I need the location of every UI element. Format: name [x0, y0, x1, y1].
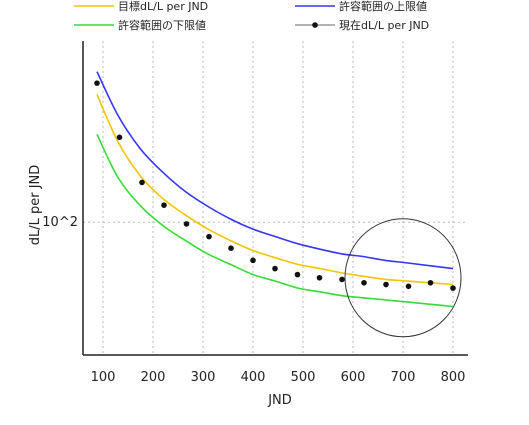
current-series-legend-marker — [312, 22, 318, 28]
series-lines — [96, 71, 454, 308]
data-point — [116, 134, 123, 141]
data-point — [405, 283, 412, 290]
data-point — [427, 279, 434, 286]
tick-labels: 100 200 300 400 500 600 700 800 10^2 — [42, 215, 465, 385]
data-point — [294, 271, 301, 278]
y-axis-title: dL/L per JND — [28, 165, 43, 246]
target-series-line — [96, 94, 454, 286]
lower-limit-series-legend-label: 許容範囲の下限値 — [118, 18, 206, 32]
current-series-legend-label: 現在dL/L per JND — [339, 19, 429, 32]
annotations — [344, 218, 462, 338]
data-point — [139, 179, 145, 186]
x-tick-label: 100 — [91, 370, 116, 385]
lower-limit-series-line — [96, 134, 454, 308]
data-point — [161, 202, 167, 208]
x-tick-label: 500 — [291, 370, 316, 385]
data-point — [383, 281, 389, 288]
data-point — [94, 80, 100, 86]
data-point — [316, 274, 323, 281]
data-point — [450, 285, 456, 291]
data-point — [272, 265, 278, 272]
data-point — [361, 279, 367, 286]
plot-area — [82, 41, 468, 356]
x-tick-label: 700 — [391, 370, 416, 385]
upper-limit-series-line — [96, 71, 454, 270]
data-point — [206, 233, 212, 240]
x-tick-label: 800 — [441, 370, 466, 385]
x-tick-label: 200 — [141, 370, 166, 385]
data-point — [183, 221, 190, 227]
y-tick-label: 10^2 — [42, 215, 78, 230]
axes — [82, 41, 468, 356]
x-axis-title: JND — [267, 393, 292, 408]
data-point — [228, 245, 234, 252]
x-tick-label: 300 — [191, 370, 216, 385]
data-point — [339, 276, 345, 283]
series-points — [94, 80, 456, 291]
x-tick-label: 400 — [241, 370, 266, 385]
grid — [83, 41, 468, 355]
highlight-circle — [344, 218, 462, 338]
target-series-legend-label: 目標dL/L per JND — [118, 0, 208, 13]
data-point — [250, 257, 256, 264]
x-tick-label: 600 — [341, 370, 366, 385]
upper-limit-series-legend-label: 許容範囲の上限値 — [339, 0, 427, 13]
